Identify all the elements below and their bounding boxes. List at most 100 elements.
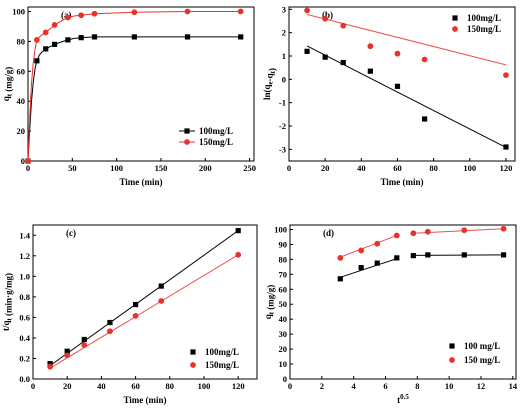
data-point <box>78 12 85 19</box>
data-point <box>132 312 139 319</box>
y-axis-title-part: (min·g/mg) <box>4 273 14 318</box>
data-point <box>393 232 400 239</box>
y-axis-title-part: (mg/g) <box>266 285 276 312</box>
data-point <box>337 276 343 282</box>
y-tick-label: 0.2 <box>19 353 30 363</box>
legend-marker <box>184 139 190 145</box>
y-tick-label: 70 <box>279 269 288 279</box>
series-1: 100 mg/L <box>337 252 507 351</box>
y-axis-title-part: (mg/g) <box>4 67 14 94</box>
y-axis-title: qt (mg/g) <box>263 285 276 320</box>
y-axis-title-part: ) <box>267 68 277 71</box>
plot-frame-a <box>27 6 255 162</box>
y-tick-label: 60 <box>17 66 26 76</box>
y-tick-label: 100 <box>274 224 287 234</box>
data-point <box>425 252 431 258</box>
x-tick-label: 8 <box>415 381 419 391</box>
data-point <box>81 336 87 343</box>
data-point <box>158 283 164 289</box>
x-axis-title: t0.5 <box>397 393 409 405</box>
y-axis-title-subscript: t <box>269 70 277 73</box>
y-axis-title-subscript: e <box>267 81 275 84</box>
legend-marker <box>449 357 455 363</box>
data-point <box>340 59 346 66</box>
x-tick-label: 0 <box>287 163 291 173</box>
series-2: 150 mg/L <box>337 225 507 365</box>
data-point <box>367 68 373 74</box>
data-point <box>131 9 138 16</box>
data-point <box>340 22 347 29</box>
legend-marker <box>452 15 458 21</box>
data-point <box>78 35 84 41</box>
data-point <box>500 225 507 232</box>
legend-label: 150mg/L <box>205 360 239 370</box>
legend-label: 150 mg/L <box>464 355 500 365</box>
data-point <box>410 230 417 237</box>
y-tick-label: -1 <box>279 98 286 108</box>
legend-label: 150mg/L <box>199 137 233 147</box>
y-tick-label: 80 <box>17 36 26 46</box>
x-tick-label: 40 <box>357 163 366 173</box>
x-tick-label: 100 <box>198 381 211 391</box>
y-axis-title: ln(qe-qt) <box>262 68 277 100</box>
y-tick-label: 50 <box>279 299 288 309</box>
x-tick-label: 120 <box>232 381 245 391</box>
x-axis-title: Time (min) <box>380 177 423 187</box>
panel-b: 0 20 40 60 80 100 120 -3 -2 -1 0 1 2 3 (b) Time (min) ln… <box>262 4 516 187</box>
x-tick-label: 100 <box>110 163 123 173</box>
data-point <box>91 34 98 40</box>
plot-frame-d <box>289 224 517 380</box>
y-tick-label: 60 <box>279 284 288 294</box>
y-tick-label: 0.8 <box>19 292 30 302</box>
y-axis-title-part: t/q <box>1 321 11 332</box>
fit-line <box>340 258 397 278</box>
panel-label: (b) <box>322 10 333 20</box>
x-tick-label: 120 <box>500 163 513 173</box>
y-tick-label: 1.2 <box>19 251 30 261</box>
x-tick-label: 40 <box>97 381 106 391</box>
x-tick-label: 2 <box>320 381 324 391</box>
data-point <box>461 227 468 234</box>
x-tick-label: 0 <box>26 163 30 173</box>
data-point <box>51 41 58 47</box>
fit-line <box>306 13 507 66</box>
data-point <box>132 301 139 308</box>
data-point <box>235 251 242 258</box>
y-tick-label: 30 <box>279 329 288 339</box>
data-point <box>42 29 49 36</box>
x-tick-label: 200 <box>199 163 212 173</box>
y-tick-label: 0 <box>282 74 286 84</box>
y-axis-title: t/qt (min·g/mg) <box>1 273 14 331</box>
legend-marker <box>184 128 190 134</box>
x-tick-label: 250 <box>243 163 256 173</box>
data-point <box>500 252 507 258</box>
x-tick-label: 60 <box>393 163 402 173</box>
data-point <box>374 240 381 247</box>
panel-label: (d) <box>323 228 334 238</box>
data-point <box>322 54 328 60</box>
series-1: 100mg/L <box>47 228 241 367</box>
y-tick-label: 1.4 <box>19 230 30 240</box>
data-point <box>81 342 88 349</box>
y-axis-title-part: q <box>263 314 273 319</box>
data-point <box>51 22 58 28</box>
data-point <box>424 228 431 235</box>
data-point <box>107 319 113 326</box>
panel-label: (c) <box>66 228 76 238</box>
plot-frame-c <box>32 224 258 380</box>
data-point <box>304 7 310 14</box>
legend-label: 150mg/L <box>467 24 501 34</box>
x-tick-label: 50 <box>68 163 77 173</box>
data-point <box>158 298 165 304</box>
legend-label: 100mg/L <box>199 126 233 136</box>
x-tick-label: 60 <box>131 381 140 391</box>
x-tick-label: 0 <box>31 381 35 391</box>
legend-label: 100mg/L <box>205 347 239 357</box>
data-point <box>374 260 380 266</box>
data-point <box>33 36 40 43</box>
fit-line <box>49 254 239 369</box>
panel-a: 0 50 100 150 200 250 0 20 40 60 80 100 (a) Time (min)… <box>1 6 256 187</box>
panel-c: 0 20 40 60 80 100 120 0.0 0.2 0.4 0.6 0.8 1.0 1.2 1.4 (… <box>1 224 258 405</box>
data-point <box>322 15 329 22</box>
data-point <box>358 247 365 254</box>
